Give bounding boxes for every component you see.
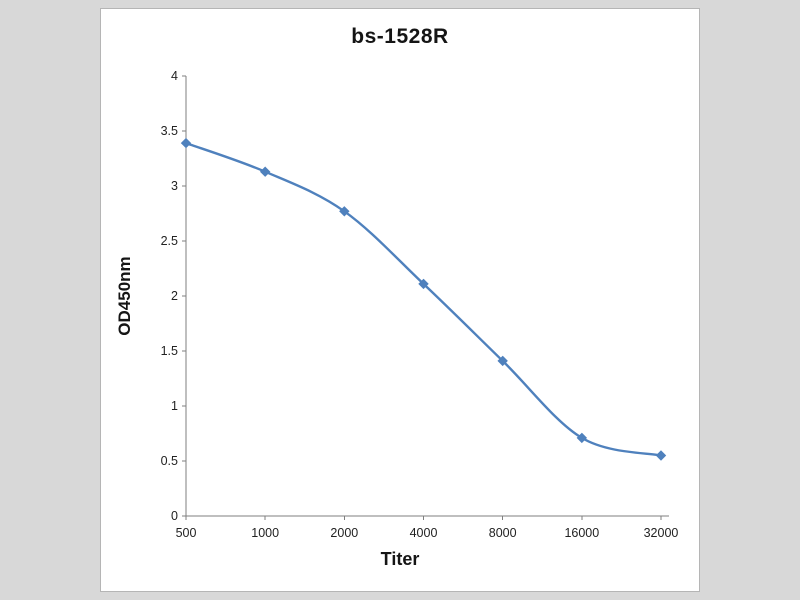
x-tick-label: 4000 <box>410 526 438 540</box>
x-tick-label: 16000 <box>564 526 599 540</box>
data-line <box>184 141 663 457</box>
chart-panel: bs-1528R OD450nm 0 0.5 1 1.5 2 2.5 3 3.5 4 500 100… <box>100 8 700 592</box>
x-tick-label: 32000 <box>644 526 679 540</box>
data-point-marker <box>576 432 588 444</box>
line-chart: 0 0.5 1 1.5 2 2.5 3 3.5 4 500 1000 2000 4000 8000 1600… <box>161 69 679 540</box>
y-tick-label: 3.5 <box>161 124 178 138</box>
data-point-marker <box>497 355 508 367</box>
y-tick-label: 0 <box>171 509 178 523</box>
axes <box>182 75 669 520</box>
chart-title: bs-1528R <box>351 25 449 48</box>
data-point-marker <box>655 450 667 461</box>
y-tick-label: 2.5 <box>161 234 178 248</box>
y-tick-label: 1 <box>171 399 178 413</box>
y-tick-label: 0.5 <box>161 454 178 468</box>
data-point-marker <box>259 166 271 177</box>
x-tick-label: 8000 <box>489 526 517 540</box>
y-tick-label: 1.5 <box>161 344 178 358</box>
x-tick-label: 2000 <box>330 526 358 540</box>
data-point-marker <box>180 137 192 149</box>
x-axis-title: Titer <box>380 549 420 569</box>
x-tick-label: 500 <box>176 526 197 540</box>
data-point-marker <box>418 278 429 290</box>
y-tick-label: 2 <box>171 289 178 303</box>
y-tick-label: 4 <box>171 69 178 83</box>
data-point-marker <box>339 206 350 217</box>
y-tick-label: 3 <box>171 179 178 193</box>
x-tick-label: 1000 <box>251 526 279 540</box>
